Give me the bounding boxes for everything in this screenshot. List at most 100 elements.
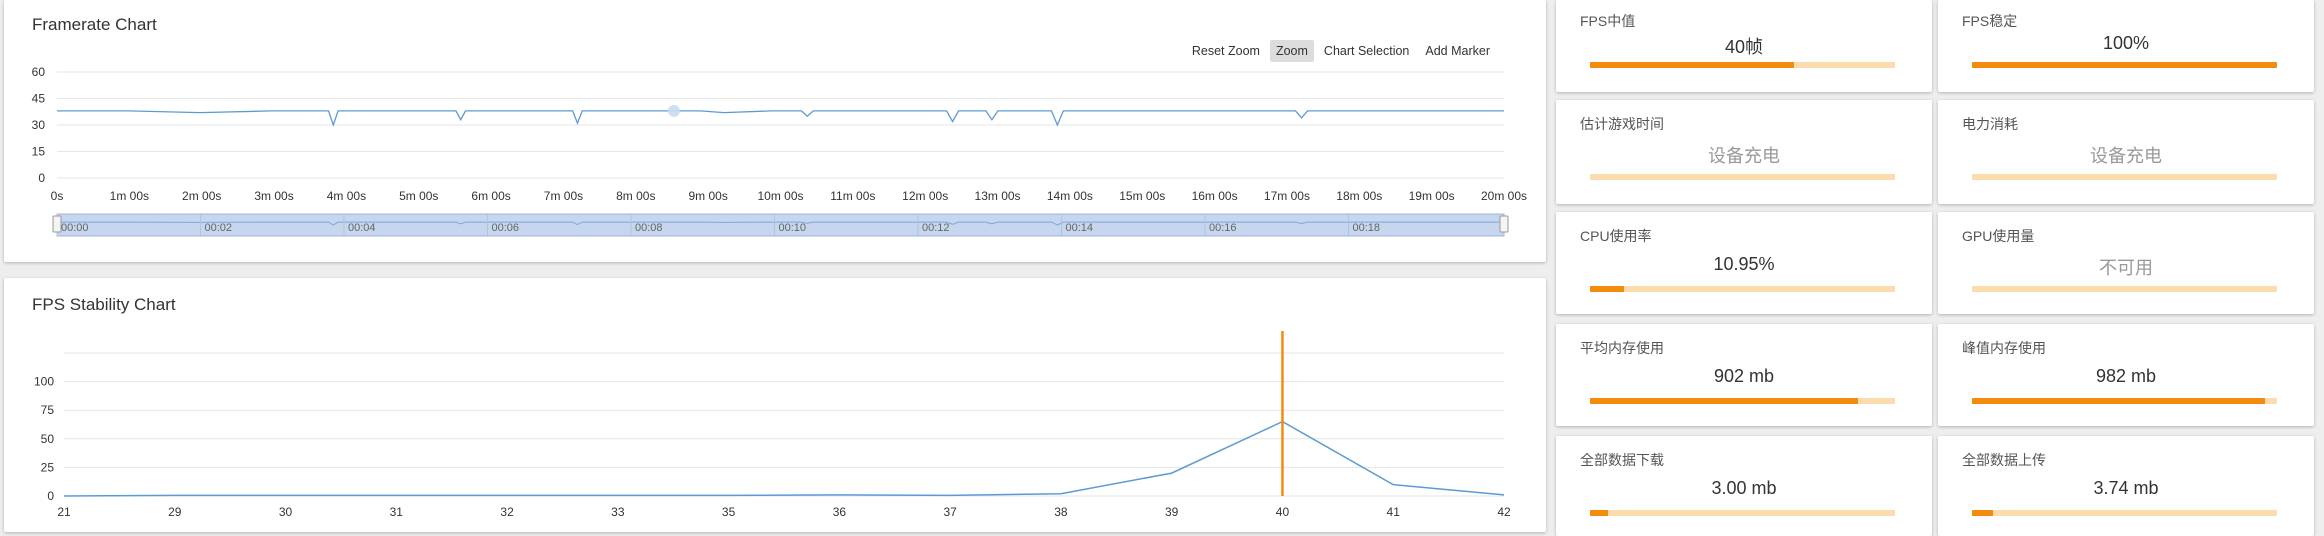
x-tick-label: 37 <box>943 505 957 519</box>
stat-value: 3.00 mb <box>1711 478 1777 498</box>
reset-zoom-button[interactable]: Reset Zoom <box>1191 44 1260 58</box>
stat-progress-bar <box>1972 510 2277 516</box>
navigator-right-handle[interactable] <box>1499 215 1509 233</box>
framerate-chart-plot[interactable]: 60 45 30 15 0 0s 1m 00s 2m 00s 3m 00s 4m 00s 5m 00… <box>4 0 1546 262</box>
x-tick-label: 14m 00s <box>1047 189 1093 203</box>
y-tick-label: 25 <box>41 460 55 474</box>
stat-progress-fill <box>1590 62 1795 68</box>
navigator-left-handle[interactable] <box>52 215 62 233</box>
navigator-tick-label: 00:16 <box>1209 222 1237 234</box>
fps-stability-chart-plot[interactable]: 100 75 50 25 021 29 30 31 32 33 35 36 37 38 39 40 41 42 <box>4 278 1546 532</box>
stat-card: 平均内存使用 902 mb <box>1556 324 1932 426</box>
stat-card: 全部数据上传 3.74 mb <box>1938 436 2314 536</box>
stat-label: 峰值内存使用 <box>1962 340 2046 356</box>
framerate-chart-panel: Framerate Chart Reset Zoom Zoom Chart Se… <box>4 0 1546 262</box>
stat-value: 3.74 mb <box>2093 478 2159 498</box>
stat-card: 电力消耗设备充电 <box>1938 100 2314 204</box>
x-tick-label: 4m 00s <box>327 189 366 203</box>
x-tick-label: 10m 00s <box>757 189 803 203</box>
y-tick-label: 100 <box>34 375 54 389</box>
stat-value: 设备充电 <box>1708 146 1780 166</box>
stat-progress-bar <box>1972 174 2277 180</box>
x-tick-label: 31 <box>390 505 404 519</box>
navigator-tick-label: 00:08 <box>635 222 663 234</box>
stat-progress-fill <box>1590 286 1624 292</box>
navigator-tick-label: 00:00 <box>61 222 89 234</box>
stat-card: CPU使用率 10.95% <box>1556 212 1932 314</box>
stat-value: 设备充电 <box>2090 146 2162 166</box>
x-tick-label: 15m 00s <box>1119 189 1165 203</box>
navigator-tick-label: 00:14 <box>1066 222 1094 234</box>
stat-label: 平均内存使用 <box>1580 340 1664 356</box>
stat-card: GPU使用量不可用 <box>1938 212 2314 314</box>
framerate-chart-title: Framerate Chart <box>32 15 157 34</box>
stat-progress-bar <box>1590 174 1895 180</box>
x-tick-label: 7m 00s <box>544 189 583 203</box>
chart-selection-button[interactable]: Chart Selection <box>1323 44 1410 58</box>
framerate-series-line <box>57 110 1504 128</box>
x-tick-label: 41 <box>1387 505 1401 519</box>
stat-card: 峰值内存使用 982 mb <box>1938 324 2314 426</box>
stat-value: 40帧 <box>1724 37 1764 57</box>
stat-value: 982 mb <box>2095 366 2157 386</box>
fps-stability-chart-panel: FPS Stability Chart 100 75 50 25 0 21 29 30 31 32… <box>4 278 1546 532</box>
y-tick-label: 15 <box>32 145 46 159</box>
y-tick-label: 50 <box>41 432 55 446</box>
x-tick-label: 35 <box>722 505 736 519</box>
stability-series-line <box>63 420 1505 497</box>
navigator-tick-label: 00:10 <box>779 222 807 234</box>
navigator-tick-label: 00:04 <box>348 222 376 234</box>
zoom-button[interactable]: Zoom <box>1269 40 1314 62</box>
stat-progress-bar <box>1972 286 2277 292</box>
x-tick-label: 29 <box>168 505 182 519</box>
x-tick-label: 30 <box>279 505 293 519</box>
stat-label: FPS中值 <box>1580 13 1636 29</box>
x-tick-label: 21 <box>57 505 71 519</box>
x-tick-label: 20m 00s <box>1481 189 1527 203</box>
stat-value: 902 mb <box>1713 366 1775 386</box>
x-tick-label: 17m 00s <box>1264 189 1310 203</box>
x-tick-label: 32 <box>500 505 514 519</box>
navigator-series-line <box>57 221 1504 226</box>
x-tick-label: 5m 00s <box>399 189 438 203</box>
x-tick-label: 19m 00s <box>1409 189 1455 203</box>
chart-toolbar: Reset Zoom Zoom Chart Selection Add Mark… <box>1186 40 1496 62</box>
x-tick-label: 0s <box>51 189 64 203</box>
stat-progress-fill <box>1590 398 1859 404</box>
y-tick-label: 60 <box>32 65 46 79</box>
x-tick-label: 16m 00s <box>1192 189 1238 203</box>
y-tick-label: 75 <box>41 403 55 417</box>
x-tick-label: 39 <box>1165 505 1179 519</box>
x-tick-label: 6m 00s <box>471 189 510 203</box>
navigator-tick-label: 00:06 <box>492 222 520 234</box>
fps-stability-chart-title: FPS Stability Chart <box>32 295 176 314</box>
navigator-tick-label: 00:02 <box>205 222 233 234</box>
stat-value: 不可用 <box>2099 258 2153 278</box>
stat-progress-fill <box>1590 510 1609 516</box>
stat-progress-bar <box>1590 398 1895 404</box>
stat-progress-fill <box>1972 62 2277 68</box>
stat-progress-bar <box>1590 62 1895 68</box>
x-tick-label: 38 <box>1054 505 1068 519</box>
stat-progress-bar <box>1590 510 1895 516</box>
stat-card: 估计游戏时间 设备充电 <box>1556 100 1932 204</box>
add-marker-button[interactable]: Add Marker <box>1425 44 1490 58</box>
x-tick-label: 42 <box>1497 505 1511 519</box>
x-tick-label: 40 <box>1276 505 1290 519</box>
hover-point <box>667 104 680 117</box>
x-tick-label: 12m 00s <box>902 189 948 203</box>
x-tick-label: 33 <box>611 505 625 519</box>
stat-label: 全部数据上传 <box>1962 452 2046 468</box>
stat-label: 全部数据下载 <box>1580 452 1664 468</box>
stat-label: CPU使用率 <box>1580 228 1652 244</box>
x-tick-label: 8m 00s <box>616 189 655 203</box>
x-tick-label: 1m 00s <box>110 189 149 203</box>
stat-progress-fill <box>1972 398 2265 404</box>
x-tick-label: 11m 00s <box>830 189 875 203</box>
stat-label: 电力消耗 <box>1962 116 2018 132</box>
x-tick-label: 2m 00s <box>182 189 221 203</box>
stat-value: 10.95% <box>1713 254 1775 274</box>
stat-progress-fill <box>1972 510 1994 516</box>
stat-label: GPU使用量 <box>1962 228 2035 244</box>
y-tick-label: 30 <box>32 118 46 132</box>
